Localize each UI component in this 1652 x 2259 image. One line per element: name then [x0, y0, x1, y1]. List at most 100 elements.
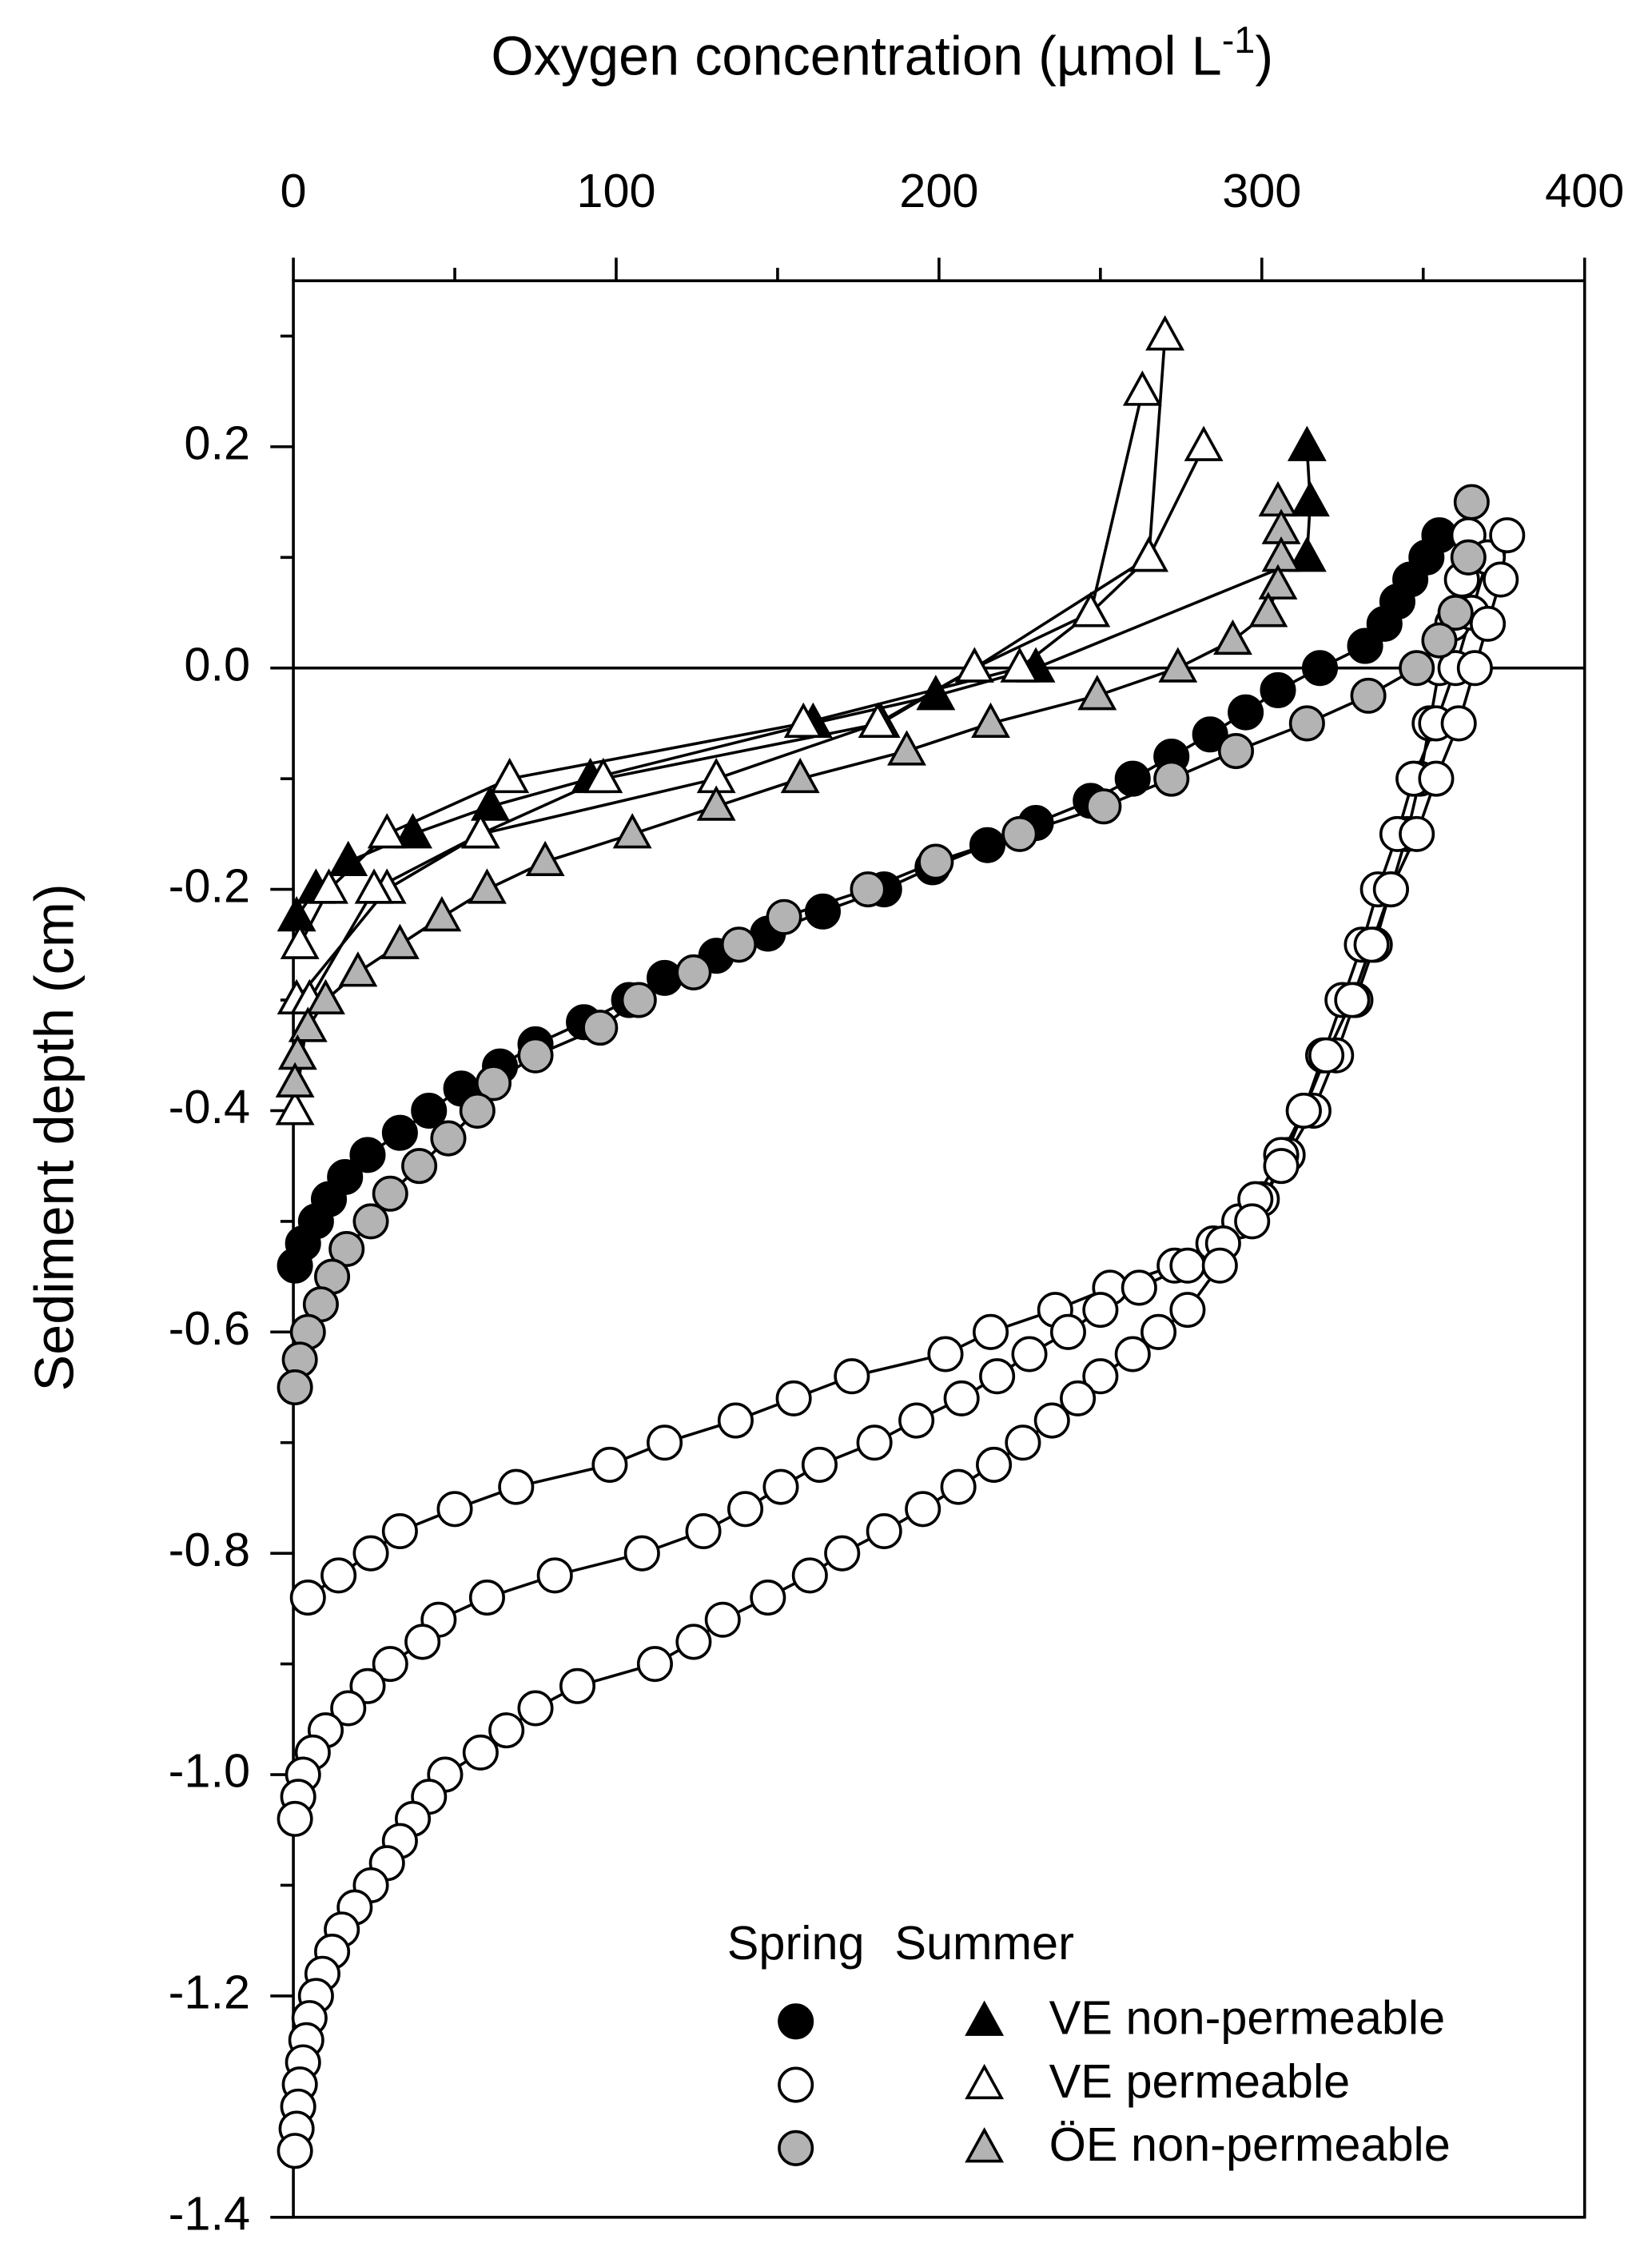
triangle-marker: [309, 868, 348, 904]
triangle-marker: [916, 675, 956, 711]
circle-marker: [1082, 1358, 1119, 1395]
x-axis-title-sup: -1: [1222, 19, 1256, 61]
circle-marker: [1450, 539, 1487, 576]
circle-marker: [1234, 1203, 1271, 1240]
circle-marker: [801, 1446, 838, 1483]
y-tick-label: 0.2: [184, 416, 250, 470]
circle-marker: [775, 1380, 812, 1416]
circle-marker: [559, 1667, 596, 1704]
x-axis-title-end: ): [1255, 26, 1273, 87]
triangle-marker: [380, 923, 420, 959]
x-tick-label: 100: [576, 164, 655, 217]
circle-marker: [459, 1092, 496, 1129]
triangle-marker: [780, 757, 820, 794]
circle-marker: [675, 1624, 712, 1660]
circle-marker: [1228, 694, 1264, 731]
circle-marker: [704, 1601, 741, 1638]
circle-marker: [1169, 1292, 1206, 1329]
triangle-marker: [1077, 675, 1117, 711]
circle-marker: [675, 954, 712, 990]
triangle-marker: [471, 785, 510, 821]
x-tick-label: 400: [1545, 164, 1624, 217]
circle-marker: [1483, 561, 1519, 598]
legend-label: VE non-permeable: [1049, 1991, 1445, 2045]
circle-marker: [824, 1535, 861, 1572]
legend-marker: [778, 2066, 814, 2103]
legend-marker: [965, 2063, 1005, 2100]
circle-marker: [430, 1120, 467, 1157]
circle-marker: [277, 1800, 313, 1837]
circle-marker: [517, 1037, 554, 1074]
circle-marker: [1470, 605, 1507, 642]
triangle-marker: [275, 1090, 315, 1126]
circle-marker: [462, 1734, 499, 1771]
triangle-marker: [1000, 647, 1040, 683]
circle-marker: [582, 1010, 619, 1046]
circle-marker: [727, 1491, 764, 1528]
triangle-marker: [583, 757, 623, 794]
circle-marker: [1121, 1269, 1157, 1306]
legend-header: Spring: [727, 1916, 865, 1970]
circle-marker: [804, 893, 841, 930]
circle-marker: [1347, 628, 1383, 664]
circle-marker: [720, 926, 757, 963]
triangle-marker: [783, 702, 823, 738]
triangle-marker: [612, 813, 652, 849]
circle-marker: [940, 1468, 977, 1505]
circle-marker: [1114, 1336, 1151, 1373]
triangle-marker: [460, 813, 500, 849]
circle-marker: [404, 1624, 441, 1660]
triangle-marker: [1287, 536, 1327, 572]
circle-marker: [1201, 1247, 1238, 1284]
circle-marker: [750, 1580, 786, 1616]
circle-marker: [328, 1230, 365, 1268]
circle-marker: [927, 1336, 964, 1373]
triangle-marker: [954, 647, 994, 683]
legend-marker: [965, 2000, 1005, 2036]
y-tick-label: -1.0: [169, 1744, 250, 1798]
triangle-marker: [490, 757, 530, 794]
circle-marker: [289, 1580, 326, 1616]
circle-marker: [1301, 650, 1339, 687]
circle-marker: [436, 1491, 473, 1528]
profile-line: [293, 535, 1509, 2151]
circle-marker: [517, 1690, 554, 1727]
circle-marker: [1350, 677, 1387, 714]
triangle-marker: [1071, 592, 1111, 628]
triangle-marker: [1122, 370, 1162, 406]
triangle-marker: [393, 813, 432, 849]
triangle-marker: [306, 978, 345, 1015]
circle-marker: [762, 1468, 799, 1505]
circle-marker: [834, 1358, 870, 1395]
y-tick-label: 0.0: [184, 637, 250, 691]
circle-marker: [1169, 1247, 1206, 1284]
legend-header: Summer: [894, 1916, 1074, 1970]
circle-marker: [685, 1512, 722, 1550]
circle-marker: [969, 827, 1005, 863]
circle-marker: [1085, 788, 1122, 825]
circle-marker: [1418, 760, 1455, 797]
circle-marker: [320, 1557, 357, 1594]
triangle-marker: [338, 951, 378, 987]
circle-marker: [647, 1424, 683, 1461]
circle-marker: [277, 1247, 313, 1284]
legend-marker: [778, 2003, 814, 2040]
circle-marker: [1372, 871, 1409, 908]
circle-marker: [620, 982, 657, 1018]
circle-marker: [372, 1175, 408, 1212]
circle-marker: [1033, 1402, 1070, 1439]
circle-marker: [1005, 1424, 1041, 1461]
circle-marker: [1399, 650, 1435, 687]
profile-line: [293, 501, 1474, 1388]
y-tick-label: -1.2: [169, 1966, 250, 2019]
circle-marker: [1285, 1092, 1322, 1129]
triangle-marker: [525, 840, 565, 876]
circle-marker: [943, 1380, 980, 1416]
circle-marker: [850, 871, 886, 908]
circle-marker: [1001, 815, 1038, 852]
y-tick-label: -0.2: [169, 859, 250, 912]
circle-marker: [1153, 760, 1190, 797]
circle-marker: [1114, 760, 1151, 797]
circle-marker: [979, 1358, 1016, 1395]
